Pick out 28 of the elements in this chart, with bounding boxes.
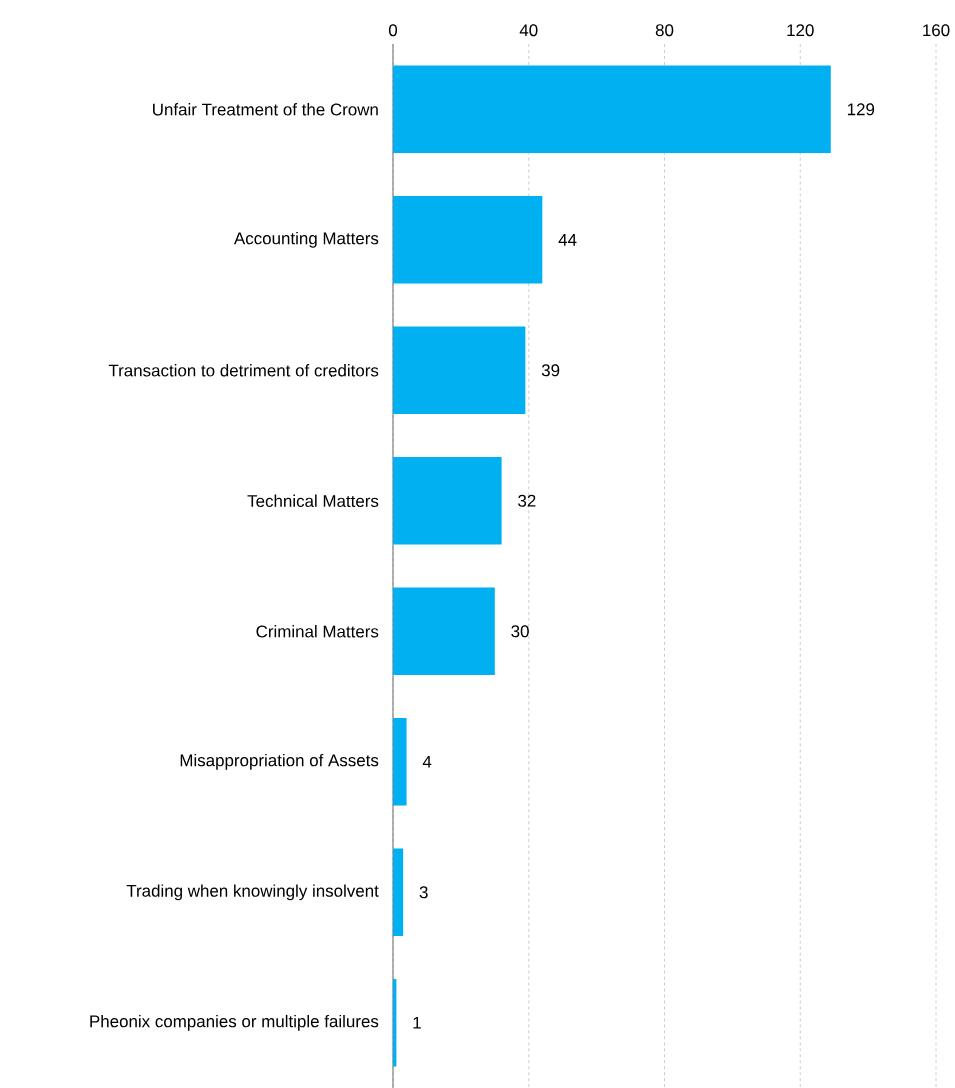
y-tick-label: Trading when knowingly insolvent <box>126 884 379 901</box>
x-tick-label: 0 <box>388 24 398 37</box>
y-tick-label: Accounting Matters <box>233 231 379 248</box>
data-label: 1 <box>413 1016 421 1029</box>
data-label: 32 <box>518 494 536 507</box>
data-label: 3 <box>419 886 428 899</box>
data-label: 39 <box>541 364 560 377</box>
y-tick-label: Transaction to detriment of creditors <box>108 364 379 377</box>
x-tick-label: 80 <box>655 24 674 37</box>
x-tick-label: 160 <box>923 24 950 37</box>
bar <box>393 326 526 415</box>
y-tick-label: Unfair Treatment of the Crown <box>153 103 378 116</box>
bar <box>393 65 831 154</box>
y-tick-label: Criminal Matters <box>256 625 379 638</box>
data-label: 129 <box>847 103 875 116</box>
x-tick-label: 120 <box>787 24 814 37</box>
data-label: 30 <box>511 625 529 638</box>
data-label: 4 <box>422 755 432 768</box>
y-tick-label: Pheonix companies or multiple failures <box>90 1014 379 1031</box>
bar <box>393 718 407 806</box>
bar <box>393 196 543 284</box>
y-tick-label: Misappropriation of Assets <box>180 753 379 770</box>
x-tick-label: 40 <box>519 24 538 37</box>
y-tick-label: Technical Matters <box>247 494 379 508</box>
bar <box>393 848 404 936</box>
bar <box>393 457 502 545</box>
bar <box>393 587 495 675</box>
data-label: 44 <box>558 233 577 246</box>
